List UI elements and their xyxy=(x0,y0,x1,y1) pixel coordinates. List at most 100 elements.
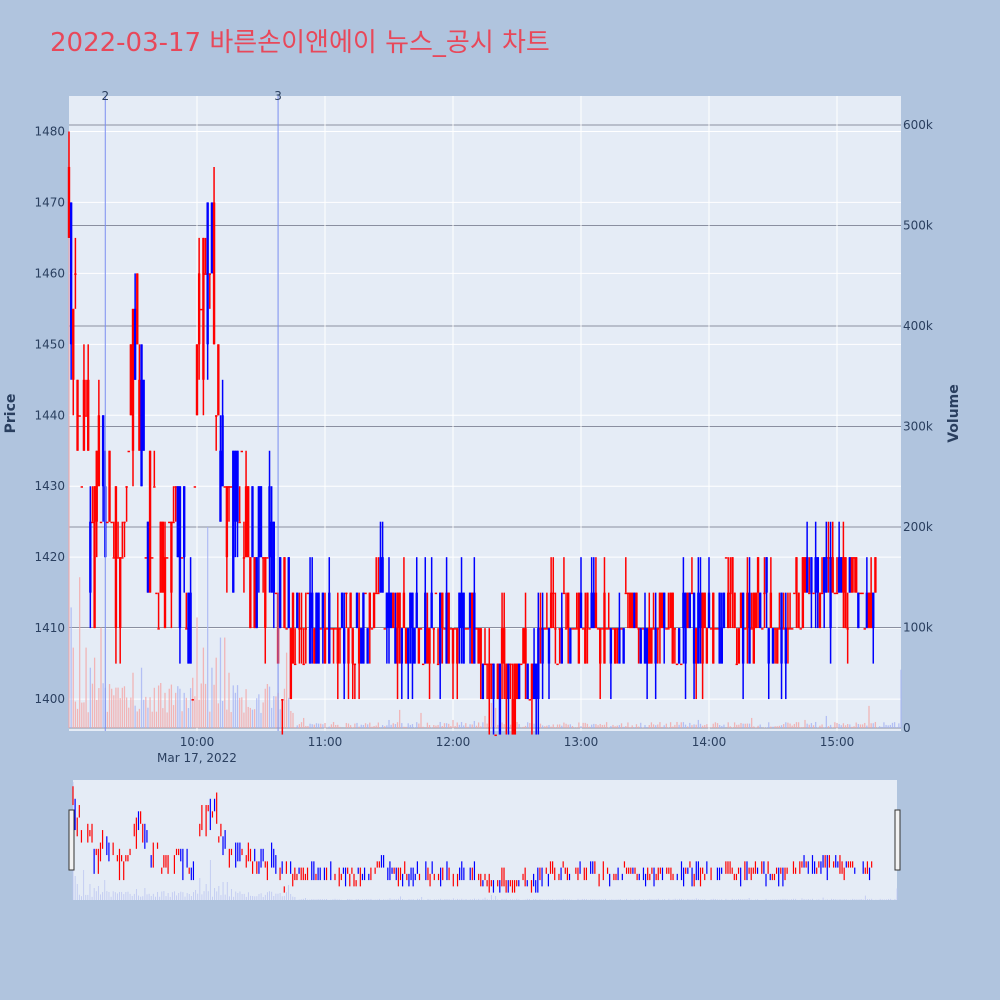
volume-bar xyxy=(748,723,751,728)
volume-bar xyxy=(751,717,753,728)
volume-tick-label: 200k xyxy=(903,520,933,534)
volume-bar xyxy=(379,727,382,728)
candle-body xyxy=(571,628,574,630)
slider-volume-bar xyxy=(602,899,604,900)
volume-bar xyxy=(559,724,561,728)
candle-body xyxy=(712,592,715,664)
volume-bar xyxy=(72,647,74,728)
slider-volume-bar xyxy=(190,896,192,900)
candle-body xyxy=(744,628,747,630)
slider-volume-bar xyxy=(355,899,357,900)
time-tick-label: 10:00 xyxy=(180,735,215,749)
slider-volume-bar xyxy=(712,898,714,900)
volume-bar xyxy=(471,724,473,728)
candle-body xyxy=(607,628,610,630)
slider-volume-bar xyxy=(402,899,404,900)
slider-volume-bar xyxy=(592,899,594,900)
volume-bar xyxy=(731,727,734,728)
time-tick-label: 11:00 xyxy=(308,735,343,749)
candle-body xyxy=(244,486,248,558)
candle-body xyxy=(159,521,162,593)
volume-bar xyxy=(629,727,631,728)
volume-bar xyxy=(861,724,864,728)
volume-bar xyxy=(601,724,603,728)
volume-bar xyxy=(844,725,847,728)
slider-volume-bar xyxy=(780,899,782,900)
candle-body xyxy=(530,663,534,700)
candle-body xyxy=(121,557,124,559)
candle-body xyxy=(633,592,636,629)
candle-body xyxy=(773,628,777,630)
slider-volume-bar xyxy=(176,895,178,900)
volume-bar xyxy=(369,722,371,728)
volume-bar xyxy=(247,706,249,728)
slider-volume-bar xyxy=(195,890,197,900)
volume-bar xyxy=(812,725,815,728)
volume-bar xyxy=(733,722,736,728)
slider-volume-bar xyxy=(427,898,429,900)
candle-body xyxy=(259,486,263,558)
slider-volume-bar xyxy=(619,899,621,900)
slider-volume-bar xyxy=(302,898,304,900)
slider-volume-bar xyxy=(131,895,133,900)
range-slider-right-handle[interactable] xyxy=(894,809,901,871)
volume-bar xyxy=(249,707,251,728)
candle-body xyxy=(475,628,478,630)
candle-body xyxy=(349,592,352,629)
volume-bar xyxy=(885,724,887,728)
candle-body xyxy=(791,628,794,630)
candle-body xyxy=(110,521,113,524)
candle-body xyxy=(601,628,604,630)
candle-body xyxy=(206,202,209,345)
candle-body xyxy=(643,628,647,664)
slider-volume-bar xyxy=(144,888,146,900)
slider-volume-bar xyxy=(129,893,131,900)
volume-bar xyxy=(207,527,209,728)
volume-bar xyxy=(665,723,667,728)
volume-bar xyxy=(121,687,123,728)
volume-bar xyxy=(418,723,420,728)
slider-volume-bar xyxy=(349,899,351,900)
range-slider[interactable] xyxy=(73,780,897,900)
volume-bar xyxy=(546,725,548,728)
volume-bar xyxy=(320,723,322,728)
slider-volume-bar xyxy=(501,898,503,900)
volume-bar xyxy=(409,724,411,728)
slider-volume-bar xyxy=(193,892,194,900)
volume-bar xyxy=(371,726,373,728)
slider-volume-bar xyxy=(490,895,492,900)
candle-body xyxy=(714,628,717,630)
volume-bar xyxy=(689,722,691,728)
candle-body xyxy=(383,628,386,630)
candle-body xyxy=(409,592,412,629)
slider-volume-bar xyxy=(281,896,283,900)
slider-volume-bar xyxy=(102,892,104,900)
candle-body xyxy=(808,592,811,595)
slider-volume-bar xyxy=(85,894,87,900)
candle-body xyxy=(89,521,92,593)
candle-body xyxy=(453,628,457,630)
candle-body xyxy=(229,486,233,488)
candle-body xyxy=(517,663,521,700)
candle-body xyxy=(793,592,796,595)
slider-volume-bar xyxy=(702,899,704,900)
candle-body xyxy=(419,628,423,630)
volume-bar xyxy=(102,683,104,728)
volume-bar xyxy=(501,722,503,728)
candle-body xyxy=(703,592,706,629)
volume-bar xyxy=(789,723,791,728)
candle-body xyxy=(697,592,700,664)
volume-bar xyxy=(868,705,870,728)
volume-bar xyxy=(586,723,589,728)
candle-body xyxy=(315,592,318,664)
volume-bar xyxy=(891,722,894,728)
candle-body xyxy=(274,592,278,595)
slider-volume-bar xyxy=(220,895,222,900)
volume-bar xyxy=(111,688,113,728)
candle-body xyxy=(402,592,406,629)
range-slider-left-handle[interactable] xyxy=(68,809,75,871)
candle-body xyxy=(458,592,461,629)
slider-volume-bar xyxy=(199,878,201,900)
slider-volume-bar xyxy=(438,899,440,900)
